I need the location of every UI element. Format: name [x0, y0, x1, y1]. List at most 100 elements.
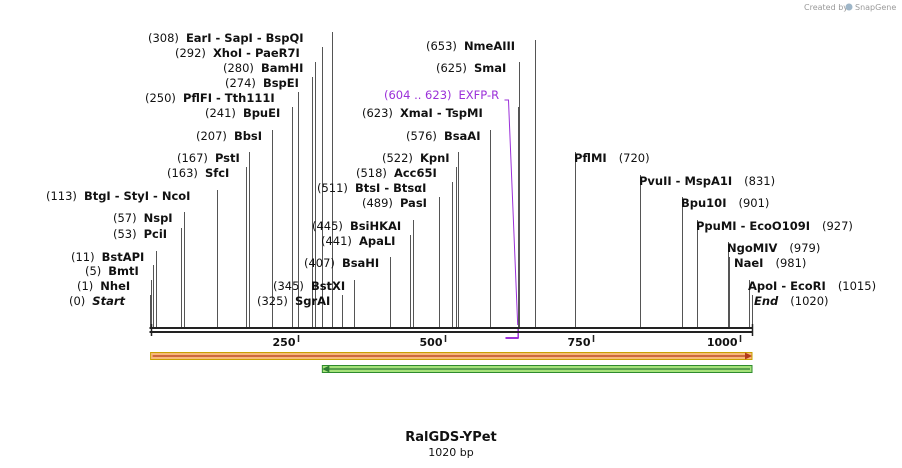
site-position: (901)	[738, 196, 769, 210]
site-position: (576)	[406, 129, 437, 143]
site-position: (441)	[321, 234, 352, 248]
site-position: (325)	[257, 294, 288, 308]
site-name: BspEI	[263, 76, 299, 90]
site-name: PciI	[144, 227, 167, 241]
credit-brand: SnapGene	[855, 3, 896, 12]
ruler: 250 500 750 1000	[150, 324, 754, 349]
sequence-backbone	[149, 327, 753, 333]
site-name: BpuEI	[243, 106, 280, 120]
site-label-pasi[interactable]: (489) PasI	[362, 196, 427, 210]
site-label-bpu10i[interactable]: Bpu10I (901)	[681, 196, 769, 210]
sequence-length: 1020 bp	[428, 446, 473, 459]
site-position: (250)	[145, 91, 176, 105]
site-label-nspi[interactable]: (57) NspI	[113, 211, 173, 225]
site-position: (623)	[362, 106, 393, 120]
site-name: NgoMIV	[727, 241, 777, 255]
site-name: BtgI - StyI - NcoI	[84, 189, 191, 203]
site-position: (625)	[436, 61, 467, 75]
site-label-bsihkai[interactable]: (445) BsiHKAI	[312, 219, 401, 233]
primer-binding-site[interactable]: (604 .. 623) EXFP-R	[384, 88, 519, 339]
feature-arrowhead-icon	[322, 365, 330, 373]
site-name: KpnI	[420, 151, 450, 165]
site-position: (11)	[71, 250, 95, 264]
site-label-sfci[interactable]: (163) SfcI	[167, 166, 229, 180]
site-name: NmeAIII	[464, 39, 515, 53]
site-position: (163)	[167, 166, 198, 180]
site-name: PflMI	[574, 151, 607, 165]
site-label-bmti[interactable]: (5) BmtI	[85, 264, 139, 278]
site-label-ppumi-ecoo109i[interactable]: PpuMI - EcoO109I (927)	[696, 219, 853, 233]
site-name: PasI	[400, 196, 427, 210]
site-label-xmai-tspmi[interactable]: (623) XmaI - TspMI	[362, 106, 483, 120]
site-label-start[interactable]: (0) Start	[69, 294, 126, 308]
site-name: ApoI - EcoRI	[748, 279, 826, 293]
site-name: BsiHKAI	[350, 219, 401, 233]
site-label-pcii[interactable]: (53) PciI	[113, 227, 167, 241]
site-label-apali[interactable]: (441) ApaLI	[321, 234, 395, 248]
site-label-nhei[interactable]: (1) NheI	[77, 279, 130, 293]
site-name: NspI	[144, 211, 173, 225]
site-name: BsaHI	[342, 256, 379, 270]
site-position: (308)	[148, 31, 179, 45]
site-label-kpni[interactable]: (522) KpnI	[382, 151, 450, 165]
site-name: End	[754, 294, 779, 308]
site-name: SgrAI	[295, 294, 330, 308]
site-label-ngomiv[interactable]: NgoMIV (979)	[727, 241, 820, 255]
site-position: (1020)	[790, 294, 828, 308]
feature-orf-bottom[interactable]	[321, 365, 753, 373]
site-name: NaeI	[734, 256, 763, 270]
features	[150, 352, 753, 373]
site-position: (57)	[113, 211, 137, 225]
site-position: (345)	[273, 279, 304, 293]
site-label-bbsi[interactable]: (207) BbsI	[196, 129, 262, 143]
site-label-pvuii-mspa1i[interactable]: PvuII - MspA1I (831)	[639, 174, 775, 188]
primer-label[interactable]: (604 .. 623) EXFP-R	[384, 88, 499, 102]
site-label-acc65i[interactable]: (518) Acc65I	[356, 166, 437, 180]
ruler-tick-label: 500	[420, 336, 443, 349]
site-label-sgrai[interactable]: (325) SgrAI	[257, 294, 330, 308]
site-label-apoi-ecori[interactable]: ApoI - EcoRI (1015)	[748, 279, 876, 293]
primer-range: (604 .. 623)	[384, 88, 452, 102]
site-label-smai[interactable]: (625) SmaI	[436, 61, 506, 75]
site-position: (720)	[619, 151, 650, 165]
primer-line	[504, 99, 519, 326]
site-label-bpuei[interactable]: (241) BpuEI	[205, 106, 280, 120]
ruler-tick-label: 750	[568, 336, 591, 349]
credit-text: Created by	[804, 3, 848, 12]
site-label-eari-sapi-bspqi[interactable]: (308) EarI - SapI - BspQI	[148, 31, 304, 45]
site-label-btgi-styi-ncoi[interactable]: (113) BtgI - StyI - NcoI	[46, 189, 190, 203]
site-position: (831)	[744, 174, 775, 188]
cut-site-lines	[150, 32, 753, 327]
site-label-nmeaiii[interactable]: (653) NmeAIII	[426, 39, 515, 53]
site-position: (522)	[382, 151, 413, 165]
site-label-end[interactable]: End (1020)	[754, 294, 829, 308]
site-label-bsaai[interactable]: (576) BsaAI	[406, 129, 481, 143]
site-label-pflmi[interactable]: PflMI (720)	[574, 151, 650, 165]
site-label-pflfi-tth111i[interactable]: (250) PflFI - Tth111I	[145, 91, 275, 105]
site-name: BstXI	[311, 279, 345, 293]
site-label-naei[interactable]: NaeI (981)	[734, 256, 806, 270]
site-name: Acc65I	[394, 166, 437, 180]
site-label-psti[interactable]: (167) PstI	[177, 151, 240, 165]
site-position: (407)	[304, 256, 335, 270]
site-position: (280)	[223, 61, 254, 75]
site-name: XhoI - PaeR7I	[213, 46, 300, 60]
feature-orf-top[interactable]	[150, 352, 753, 360]
site-label-btsi-bts-i[interactable]: (511) BtsI - BtsαI	[317, 181, 426, 195]
feature-arrowhead-icon	[745, 352, 752, 360]
site-position: (167)	[177, 151, 208, 165]
site-name: PpuMI - EcoO109I	[696, 219, 810, 233]
primer-name: EXFP-R	[459, 88, 500, 102]
site-label-bsahi[interactable]: (407) BsaHI	[304, 256, 379, 270]
snapgene-logo-icon	[845, 3, 853, 11]
site-name: BtsI - BtsαI	[355, 181, 426, 195]
site-label-bspei[interactable]: (274) BspEI	[225, 76, 299, 90]
site-label-bamhi[interactable]: (280) BamHI	[223, 61, 303, 75]
site-name: Bpu10I	[681, 196, 726, 210]
site-position: (0)	[69, 294, 85, 308]
site-label-bstxi[interactable]: (345) BstXI	[273, 279, 345, 293]
site-label-xhoi-paer7i[interactable]: (292) XhoI - PaeR7I	[175, 46, 300, 60]
site-position: (511)	[317, 181, 348, 195]
site-label-bstapi[interactable]: (11) BstAPI	[71, 250, 144, 264]
